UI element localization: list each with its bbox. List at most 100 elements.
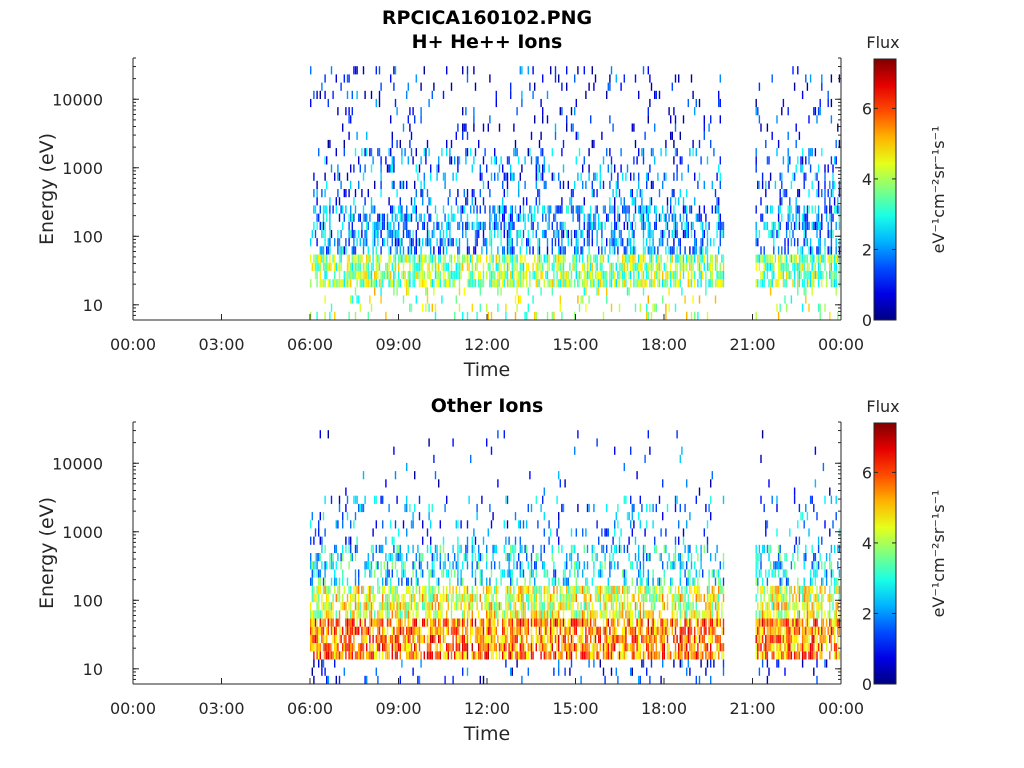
flux-cell	[641, 634, 643, 644]
flux-cell	[473, 189, 475, 198]
flux-cell	[377, 221, 379, 230]
flux-cell	[716, 205, 718, 214]
flux-cell	[490, 634, 493, 644]
flux-cell	[362, 205, 365, 214]
flux-cell	[777, 221, 780, 230]
flux-cell	[833, 254, 836, 263]
flux-cell	[375, 618, 377, 627]
flux-cell	[334, 585, 336, 594]
flux-cell	[671, 561, 673, 570]
flux-cell	[513, 634, 515, 644]
flux-cell	[569, 651, 571, 660]
flux-cell	[494, 561, 496, 570]
flux-cell	[393, 544, 395, 553]
flux-cell	[438, 262, 440, 271]
flux-cell	[462, 577, 464, 586]
flux-cell	[318, 213, 320, 222]
flux-cell	[554, 238, 557, 247]
flux-cell	[546, 643, 549, 652]
flux-cell	[438, 221, 440, 230]
flux-cell	[473, 156, 475, 165]
flux-cell	[594, 221, 597, 230]
flux-cell	[644, 262, 646, 271]
flux-cell	[418, 675, 421, 684]
flux-cell	[722, 229, 725, 239]
flux-cell	[319, 221, 321, 230]
flux-cell	[386, 651, 389, 660]
flux-cell	[471, 262, 473, 271]
flux-cell	[809, 238, 812, 247]
flux-cell	[686, 254, 688, 263]
flux-cell	[599, 593, 601, 603]
flux-cell	[561, 270, 563, 280]
flux-cell	[789, 270, 791, 280]
flux-cell	[566, 66, 568, 75]
flux-cell	[380, 287, 382, 296]
flux-cell	[582, 164, 584, 173]
flux-cell	[502, 254, 504, 263]
flux-cell	[808, 221, 810, 230]
flux-cell	[689, 262, 691, 271]
flux-cell	[666, 643, 669, 652]
flux-cell	[367, 602, 369, 611]
flux-cell	[666, 270, 669, 280]
flux-cell	[316, 262, 318, 271]
flux-cell	[410, 246, 413, 255]
flux-cell	[466, 238, 469, 247]
flux-cell	[334, 577, 336, 586]
flux-cell	[418, 512, 421, 521]
flux-cell	[623, 626, 625, 635]
flux-cell	[630, 238, 632, 247]
flux-cell	[450, 593, 453, 603]
flux-cell	[489, 585, 491, 594]
flux-cell	[787, 221, 789, 230]
flux-cell	[758, 229, 761, 239]
flux-cell	[455, 651, 457, 660]
flux-cell	[454, 602, 456, 611]
flux-cell	[590, 254, 592, 263]
flux-cell	[495, 90, 497, 99]
flux-cell	[580, 634, 582, 644]
flux-cell	[819, 107, 821, 116]
flux-cell	[420, 246, 422, 255]
flux-cell	[332, 593, 334, 603]
flux-cell	[829, 254, 831, 263]
flux-cell	[508, 602, 510, 611]
flux-cell	[801, 213, 804, 222]
flux-cell	[657, 270, 659, 280]
flux-cell	[553, 311, 555, 320]
flux-cell	[558, 471, 560, 480]
flux-cell	[506, 585, 509, 594]
flux-cell	[606, 602, 608, 611]
flux-cell	[757, 180, 759, 189]
flux-cell	[321, 561, 323, 570]
flux-cell	[380, 82, 382, 91]
flux-cell	[393, 643, 395, 652]
flux-cell	[686, 618, 688, 627]
flux-cell	[639, 577, 641, 586]
flux-cell	[457, 553, 459, 562]
flux-cell	[626, 618, 629, 627]
flux-cell	[489, 602, 491, 611]
flux-cell	[586, 213, 589, 222]
flux-cell	[809, 279, 812, 288]
flux-cell	[482, 643, 485, 652]
flux-cell	[674, 626, 677, 635]
flux-cell	[420, 270, 422, 280]
flux-cell	[398, 634, 400, 644]
flux-cell	[537, 520, 539, 529]
flux-cell	[337, 520, 339, 529]
flux-cell	[588, 270, 590, 280]
flux-cell	[348, 189, 350, 198]
flux-cell	[644, 634, 646, 644]
flux-cell	[593, 610, 595, 619]
flux-cell	[535, 197, 537, 206]
flux-cell	[356, 618, 358, 627]
flux-cell	[474, 238, 477, 247]
flux-cell	[380, 229, 382, 239]
flux-cell	[364, 561, 366, 570]
flux-cell	[663, 262, 665, 271]
flux-cell	[702, 238, 704, 247]
flux-cell	[313, 205, 315, 214]
flux-cell	[398, 643, 400, 652]
